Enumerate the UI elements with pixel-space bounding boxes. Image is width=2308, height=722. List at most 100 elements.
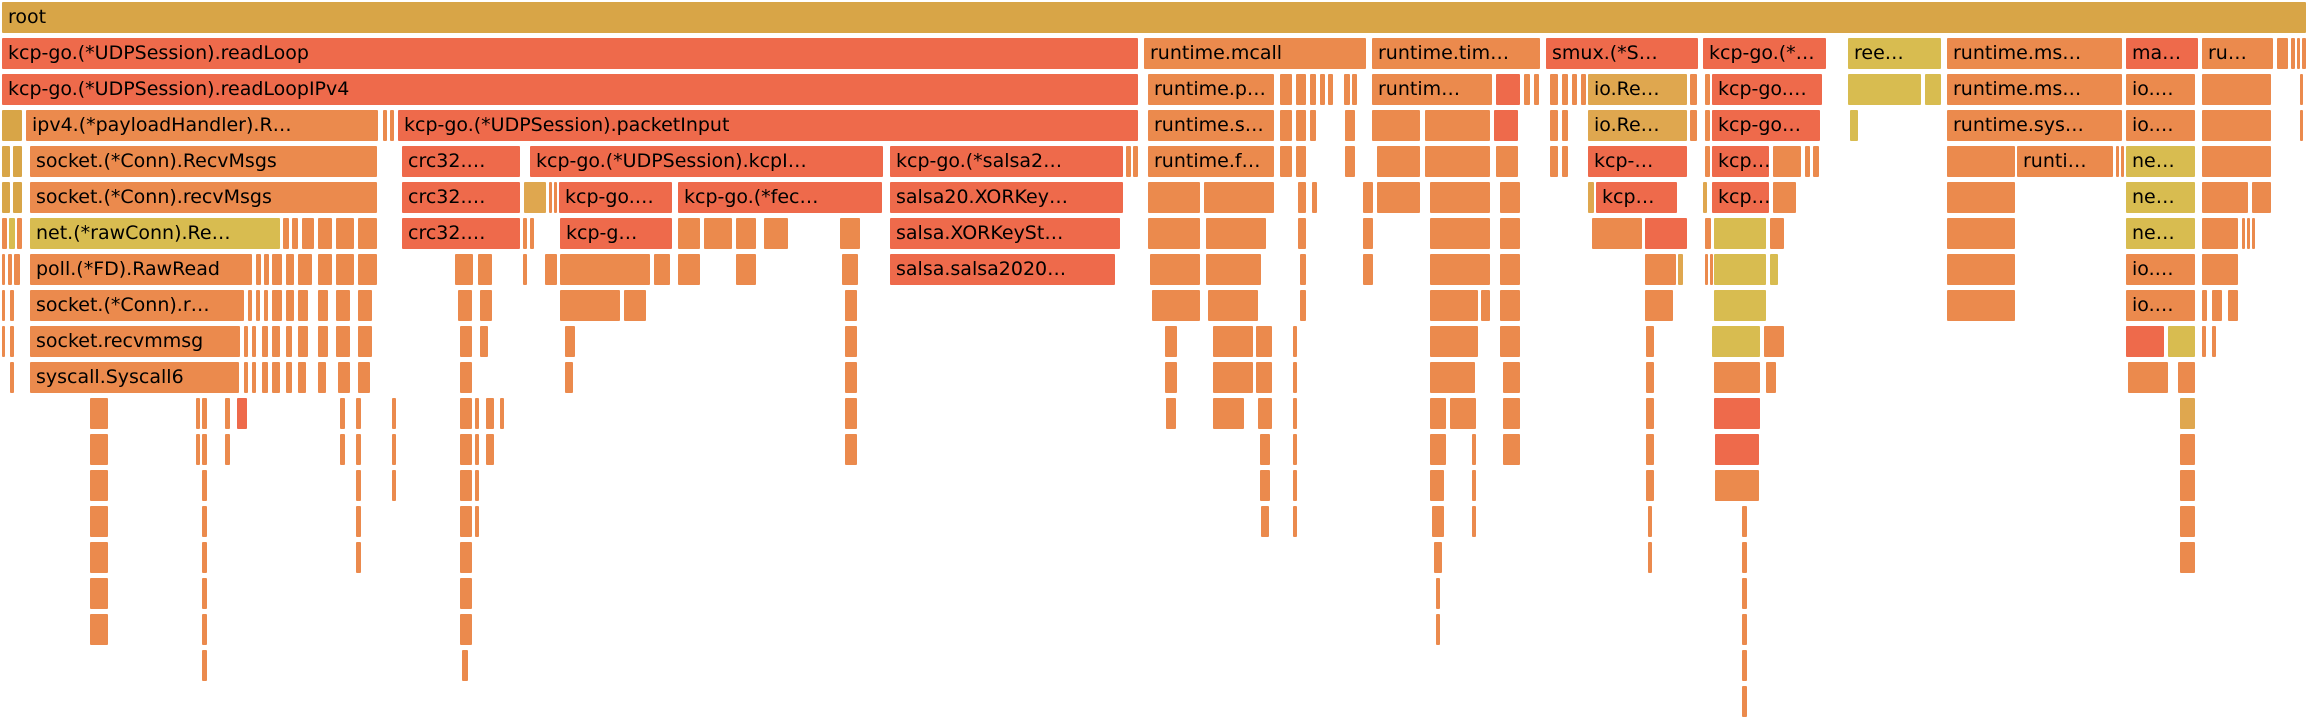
frame-bar[interactable]	[1714, 290, 1766, 321]
frame-bar[interactable]	[202, 398, 207, 429]
frame-bar[interactable]	[1766, 362, 1776, 393]
frame-bar[interactable]	[2168, 326, 2195, 357]
frame-bar[interactable]	[1646, 362, 1654, 393]
frame-runtime-f[interactable]: runtime.f…	[1148, 146, 1274, 177]
frame-bar[interactable]	[565, 326, 575, 357]
frame-bar[interactable]	[554, 182, 557, 213]
frame-bar[interactable]	[1256, 362, 1272, 393]
frame-bar[interactable]	[460, 614, 472, 645]
frame-io-re[interactable]: io.Re…	[1588, 74, 1687, 105]
frame-bar[interactable]	[1550, 110, 1558, 141]
frame-bar[interactable]	[1742, 578, 1747, 609]
frame-bar[interactable]	[1710, 254, 1713, 285]
frame-bar[interactable]	[2212, 326, 2216, 357]
frame-bar[interactable]	[1320, 74, 1325, 105]
frame-bar[interactable]	[338, 362, 350, 393]
frame-bar[interactable]	[736, 254, 756, 285]
frame-bar[interactable]	[1714, 398, 1760, 429]
frame-bar[interactable]	[1648, 506, 1652, 537]
frame-bar[interactable]	[10, 326, 14, 357]
frame-ipv4-payloadhandler-r[interactable]: ipv4.(*payloadHandler).R…	[26, 110, 378, 141]
frame-bar[interactable]	[2178, 362, 2195, 393]
frame-bar[interactable]	[1562, 110, 1568, 141]
frame-bar[interactable]	[2202, 326, 2206, 357]
frame-bar[interactable]	[2300, 74, 2303, 105]
frame-bar[interactable]	[1947, 182, 2015, 213]
frame-bar[interactable]	[1773, 182, 1796, 213]
frame-io-re[interactable]: io.Re…	[1588, 110, 1687, 141]
frame-bar[interactable]	[1430, 470, 1444, 501]
frame-bar[interactable]	[845, 290, 857, 321]
frame-bar[interactable]	[256, 290, 260, 321]
frame-socket-conn-recvmsgs[interactable]: socket.(*Conn).RecvMsgs	[30, 146, 377, 177]
frame-bar[interactable]	[1293, 506, 1297, 537]
frame-bar[interactable]	[1472, 470, 1476, 501]
frame-bar[interactable]	[1296, 74, 1306, 105]
frame-bar[interactable]	[1813, 146, 1819, 177]
frame-bar[interactable]	[90, 578, 108, 609]
frame-bar[interactable]	[1947, 218, 2015, 249]
frame-runti[interactable]: runti…	[2017, 146, 2113, 177]
frame-bar[interactable]	[202, 614, 207, 645]
frame-bar[interactable]	[9, 218, 15, 249]
frame-bar[interactable]	[1581, 74, 1586, 105]
frame-bar[interactable]	[1293, 434, 1297, 465]
frame-bar[interactable]	[764, 218, 788, 249]
frame-kcp[interactable]: kcp…	[1596, 182, 1677, 213]
frame-bar[interactable]	[2128, 362, 2168, 393]
frame-bar[interactable]	[1280, 110, 1292, 141]
frame-bar[interactable]	[10, 290, 14, 321]
frame-runtime-ms[interactable]: runtime.ms…	[1947, 74, 2122, 105]
frame-bar[interactable]	[244, 326, 248, 357]
frame-syscall-syscall6[interactable]: syscall.Syscall6	[30, 362, 239, 393]
frame-bar[interactable]	[272, 362, 280, 393]
frame-bar[interactable]	[244, 362, 248, 393]
frame-bar[interactable]	[1715, 434, 1759, 465]
frame-bar[interactable]	[1430, 398, 1446, 429]
frame-bar[interactable]	[530, 218, 534, 249]
frame-runtime-ms[interactable]: runtime.ms…	[1947, 38, 2122, 69]
frame-bar[interactable]	[524, 182, 546, 213]
frame-bar[interactable]	[2247, 218, 2250, 249]
frame-io[interactable]: io.…	[2126, 110, 2195, 141]
frame-bar[interactable]	[1150, 254, 1200, 285]
frame-bar[interactable]	[1152, 290, 1200, 321]
frame-bar[interactable]	[704, 218, 732, 249]
frame-runtime-tim[interactable]: runtime.tim…	[1372, 38, 1540, 69]
frame-bar[interactable]	[1280, 74, 1292, 105]
frame-bar[interactable]	[1805, 146, 1810, 177]
frame-bar[interactable]	[383, 110, 387, 141]
frame-bar[interactable]	[1472, 506, 1476, 537]
frame-bar[interactable]	[1715, 470, 1759, 501]
frame-bar[interactable]	[262, 326, 268, 357]
frame-bar[interactable]	[225, 398, 230, 429]
frame-kcp[interactable]: kcp-…	[1588, 146, 1687, 177]
frame-runtime-p[interactable]: runtime.p…	[1148, 74, 1274, 105]
frame-bar[interactable]	[1773, 146, 1801, 177]
frame-bar[interactable]	[460, 470, 472, 501]
frame-bar[interactable]	[1352, 74, 1357, 105]
frame-bar[interactable]	[358, 290, 372, 321]
frame-bar[interactable]	[1434, 542, 1442, 573]
frame-bar[interactable]	[264, 254, 269, 285]
frame-bar[interactable]	[237, 398, 247, 429]
frame-bar[interactable]	[1298, 182, 1306, 213]
frame-bar[interactable]	[1770, 254, 1778, 285]
frame-bar[interactable]	[1425, 146, 1490, 177]
frame-bar[interactable]	[1645, 290, 1673, 321]
frame-bar[interactable]	[460, 398, 472, 429]
frame-bar[interactable]	[486, 398, 494, 429]
frame-bar[interactable]	[2, 326, 5, 357]
frame-bar[interactable]	[2180, 506, 2195, 537]
frame-bar[interactable]	[1742, 650, 1747, 681]
frame-root[interactable]: root	[2, 2, 2306, 33]
frame-bar[interactable]	[455, 254, 473, 285]
frame-salsa-xorkeyst[interactable]: salsa.XORKeySt…	[890, 218, 1120, 249]
frame-bar[interactable]	[1206, 254, 1261, 285]
frame-bar[interactable]	[1430, 290, 1478, 321]
frame-crc32[interactable]: crc32.…	[402, 182, 520, 213]
frame-bar[interactable]	[2121, 146, 2124, 177]
frame-bar[interactable]	[1714, 254, 1766, 285]
frame-bar[interactable]	[1261, 506, 1269, 537]
frame-bar[interactable]	[1500, 254, 1520, 285]
